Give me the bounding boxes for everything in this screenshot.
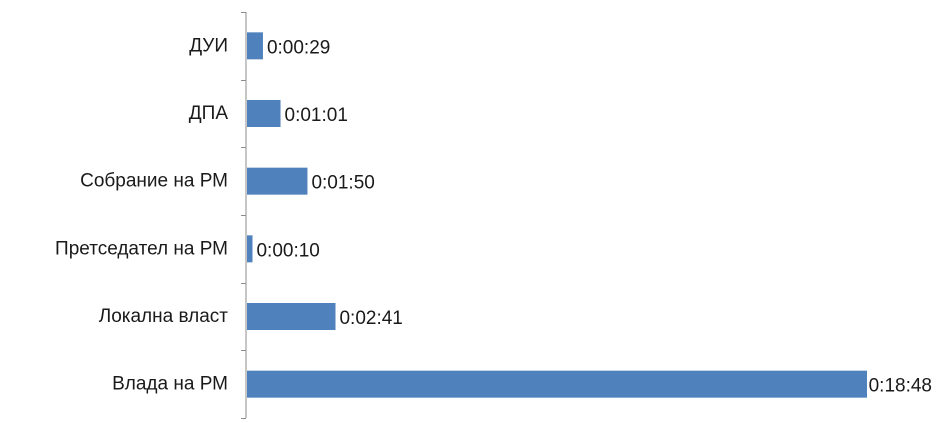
category-label: ДПА [189,103,229,124]
data-label: 0:02:41 [339,308,402,329]
category-label: ДУИ [189,35,228,56]
bar [247,32,263,60]
category-label: Собрание на РМ [80,171,228,192]
category-label: Влада на РМ [112,374,228,395]
bars-layer [247,32,867,398]
data-label: 0:00:10 [256,240,319,261]
data-label: 0:01:50 [311,173,374,194]
bar [247,167,308,195]
data-label: 0:18:48 [869,376,932,397]
bar [247,370,867,398]
bar [247,235,253,263]
bar [247,100,281,127]
labels-layer: ДУИ 0:00:29 ДПА 0:01:01 Собрание на РМ 0:01:5… [55,35,932,396]
bar [247,303,336,330]
category-label: Локална власт [99,306,229,327]
data-label: 0:01:01 [285,105,348,126]
axis-layer [241,12,247,419]
category-label: Претседател на РМ [55,238,228,259]
data-label: 0:00:29 [267,37,330,58]
